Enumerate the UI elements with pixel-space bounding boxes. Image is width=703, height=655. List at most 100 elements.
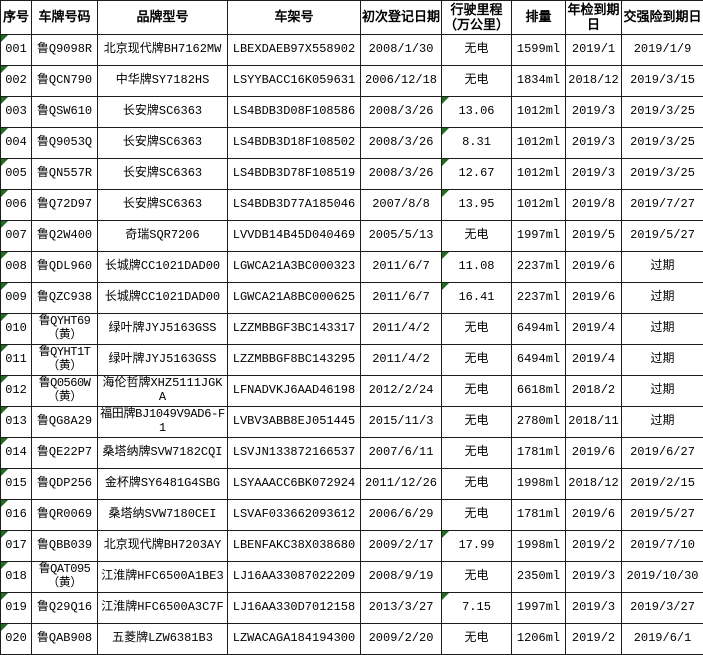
cell-vin[interactable]: LZZMBBGF8BC143295 [228,345,361,376]
cell-plate[interactable]: 鲁QE22P7 [32,438,98,469]
cell-mileage[interactable]: 无电 [442,345,512,376]
cell-plate[interactable]: 鲁QCN790 [32,66,98,97]
cell-insurance-due[interactable]: 2019/3/27 [622,593,703,624]
cell-vin[interactable]: LSVAF033662093612 [228,500,361,531]
cell-serial[interactable]: 008 [1,252,32,283]
cell-insurance-due[interactable]: 2019/3/25 [622,128,703,159]
cell-vin[interactable]: LBEXDAEB97X558902 [228,35,361,66]
cell-inspection-due[interactable]: 2019/2 [566,531,622,562]
cell-displacement[interactable]: 2237ml [512,252,566,283]
cell-vin[interactable]: LGWCA21A3BC000323 [228,252,361,283]
cell-vin[interactable]: LGWCA21A8BC000625 [228,283,361,314]
header-reg-date[interactable]: 初次登记日期 [361,1,442,35]
cell-mileage[interactable]: 无电 [442,314,512,345]
cell-brand[interactable]: 江淮牌HFC6500A1BE3 [98,562,228,593]
cell-vin[interactable]: LBENFAKC38X038680 [228,531,361,562]
cell-serial[interactable]: 015 [1,469,32,500]
header-brand[interactable]: 品牌型号 [98,1,228,35]
cell-inspection-due[interactable]: 2019/6 [566,283,622,314]
cell-serial[interactable]: 014 [1,438,32,469]
cell-reg-date[interactable]: 2011/4/2 [361,345,442,376]
cell-displacement[interactable]: 1997ml [512,221,566,252]
cell-displacement[interactable]: 1997ml [512,593,566,624]
cell-mileage[interactable]: 17.99 [442,531,512,562]
cell-reg-date[interactable]: 2009/2/17 [361,531,442,562]
cell-displacement[interactable]: 2780ml [512,407,566,438]
cell-serial[interactable]: 009 [1,283,32,314]
cell-vin[interactable]: LZZMBBGF3BC143317 [228,314,361,345]
cell-mileage[interactable]: 无电 [442,66,512,97]
cell-displacement[interactable]: 1834ml [512,66,566,97]
cell-brand[interactable]: 五菱牌LZW6381B3 [98,624,228,655]
cell-displacement[interactable]: 1012ml [512,97,566,128]
cell-brand[interactable]: 福田牌BJ1049V9AD6-F1 [98,407,228,438]
cell-displacement[interactable]: 6618ml [512,376,566,407]
cell-serial[interactable]: 020 [1,624,32,655]
cell-inspection-due[interactable]: 2019/2 [566,624,622,655]
cell-displacement[interactable]: 1998ml [512,531,566,562]
cell-displacement[interactable]: 2350ml [512,562,566,593]
cell-reg-date[interactable]: 2008/9/19 [361,562,442,593]
cell-vin[interactable]: LJ16AA330D7012158 [228,593,361,624]
cell-vin[interactable]: LFNADVKJ6AAD46198 [228,376,361,407]
cell-plate[interactable]: 鲁QDP256 [32,469,98,500]
cell-reg-date[interactable]: 2011/6/7 [361,283,442,314]
cell-inspection-due[interactable]: 2019/8 [566,190,622,221]
cell-brand[interactable]: 桑塔纳牌SVW7182CQI [98,438,228,469]
cell-inspection-due[interactable]: 2019/6 [566,438,622,469]
cell-displacement[interactable]: 6494ml [512,345,566,376]
cell-insurance-due[interactable]: 2019/2/15 [622,469,703,500]
cell-mileage[interactable]: 无电 [442,376,512,407]
cell-reg-date[interactable]: 2008/1/30 [361,35,442,66]
cell-insurance-due[interactable]: 2019/7/10 [622,531,703,562]
cell-vin[interactable]: LS4BDB3D77A185046 [228,190,361,221]
cell-mileage[interactable]: 无电 [442,562,512,593]
header-plate[interactable]: 车牌号码 [32,1,98,35]
cell-serial[interactable]: 007 [1,221,32,252]
cell-reg-date[interactable]: 2009/2/20 [361,624,442,655]
cell-plate[interactable]: 鲁QR0069 [32,500,98,531]
cell-vin[interactable]: LVVDB14B45D040469 [228,221,361,252]
cell-insurance-due[interactable]: 2019/3/15 [622,66,703,97]
cell-insurance-due[interactable]: 过期 [622,345,703,376]
header-insurance-due[interactable]: 交强险到期日 [622,1,703,35]
cell-displacement[interactable]: 2237ml [512,283,566,314]
cell-reg-date[interactable]: 2006/12/18 [361,66,442,97]
header-displacement[interactable]: 排量 [512,1,566,35]
cell-plate[interactable]: 鲁QDL960 [32,252,98,283]
cell-serial[interactable]: 002 [1,66,32,97]
cell-displacement[interactable]: 1012ml [512,190,566,221]
cell-displacement[interactable]: 1781ml [512,438,566,469]
cell-serial[interactable]: 001 [1,35,32,66]
cell-insurance-due[interactable]: 2019/10/30 [622,562,703,593]
cell-insurance-due[interactable]: 2019/3/25 [622,97,703,128]
cell-mileage[interactable]: 13.06 [442,97,512,128]
cell-serial[interactable]: 012 [1,376,32,407]
cell-serial[interactable]: 003 [1,97,32,128]
cell-displacement[interactable]: 1781ml [512,500,566,531]
cell-vin[interactable]: LSYYBACC16K059631 [228,66,361,97]
cell-brand[interactable]: 长城牌CC1021DAD00 [98,283,228,314]
header-serial[interactable]: 序号 [1,1,32,35]
cell-reg-date[interactable]: 2008/3/26 [361,128,442,159]
cell-brand[interactable]: 长安牌SC6363 [98,190,228,221]
cell-brand[interactable]: 桑塔纳SVW7180CEI [98,500,228,531]
cell-reg-date[interactable]: 2008/3/26 [361,97,442,128]
cell-inspection-due[interactable]: 2019/4 [566,345,622,376]
cell-plate[interactable]: 鲁Q0560W（黄） [32,376,98,407]
cell-insurance-due[interactable]: 2019/7/27 [622,190,703,221]
cell-reg-date[interactable]: 2007/8/8 [361,190,442,221]
cell-vin[interactable]: LSYAAACC6BK072924 [228,469,361,500]
cell-plate[interactable]: 鲁QG8A29 [32,407,98,438]
cell-vin[interactable]: LJ16AA33087022209 [228,562,361,593]
cell-inspection-due[interactable]: 2019/3 [566,593,622,624]
cell-brand[interactable]: 长城牌CC1021DAD00 [98,252,228,283]
cell-insurance-due[interactable]: 2019/5/27 [622,221,703,252]
cell-brand[interactable]: 长安牌SC6363 [98,97,228,128]
cell-plate[interactable]: 鲁QSW610 [32,97,98,128]
cell-mileage[interactable]: 无电 [442,500,512,531]
cell-reg-date[interactable]: 2006/6/29 [361,500,442,531]
cell-serial[interactable]: 010 [1,314,32,345]
cell-inspection-due[interactable]: 2018/12 [566,469,622,500]
cell-serial[interactable]: 005 [1,159,32,190]
